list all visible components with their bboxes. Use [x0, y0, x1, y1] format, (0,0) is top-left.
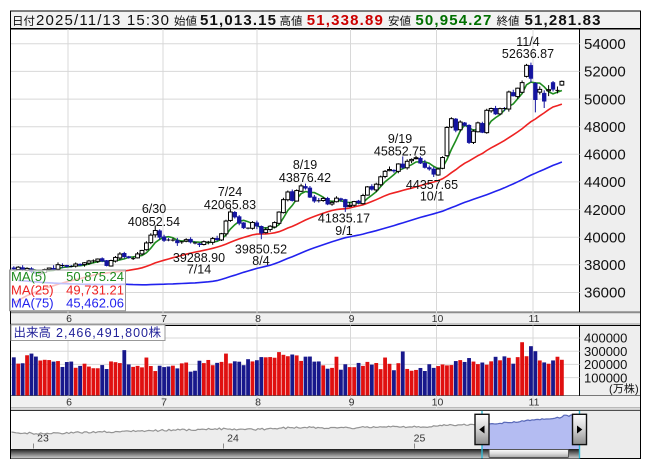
svg-text:8: 8 [255, 396, 261, 408]
svg-text:54000: 54000 [584, 36, 626, 53]
svg-text:11: 11 [529, 313, 540, 325]
svg-text:40000: 40000 [584, 229, 626, 246]
svg-text:300000: 300000 [584, 344, 627, 359]
svg-text:9/1: 9/1 [335, 224, 352, 238]
svg-text:7/14: 7/14 [187, 263, 211, 277]
svg-text:38000: 38000 [584, 257, 626, 274]
svg-text:45,462.06: 45,462.06 [66, 296, 124, 311]
svg-text:11: 11 [529, 396, 540, 408]
svg-text:9: 9 [349, 313, 355, 325]
svg-text:2025/11/13 15:30: 2025/11/13 15:30 [36, 12, 169, 29]
svg-text:6: 6 [66, 396, 72, 408]
svg-text:MA(75): MA(75) [11, 296, 54, 311]
svg-text:9: 9 [349, 396, 355, 408]
svg-text:50,875.24: 50,875.24 [66, 269, 124, 284]
svg-text:8/4: 8/4 [252, 254, 269, 268]
svg-text:2,466,491,800: 2,466,491,800 [56, 326, 148, 340]
svg-text:39850.52: 39850.52 [235, 243, 287, 257]
svg-text:52000: 52000 [584, 64, 626, 81]
svg-text:(: ( [609, 384, 613, 396]
svg-text:45852.75: 45852.75 [374, 145, 426, 159]
svg-text:23: 23 [37, 433, 49, 445]
svg-text:6: 6 [66, 313, 72, 325]
svg-text:200000: 200000 [584, 357, 627, 372]
svg-text:36000: 36000 [584, 285, 626, 302]
svg-text:40852.54: 40852.54 [128, 215, 180, 229]
svg-text:7/24: 7/24 [218, 185, 242, 199]
svg-text:52636.87: 52636.87 [502, 47, 554, 61]
svg-text:46000: 46000 [584, 147, 626, 164]
svg-text:8: 8 [255, 313, 261, 325]
svg-text:51,281.83: 51,281.83 [525, 12, 601, 29]
svg-text:100000: 100000 [584, 370, 627, 385]
svg-text:10: 10 [432, 313, 444, 325]
svg-text:7: 7 [161, 313, 167, 325]
svg-text:41835.17: 41835.17 [318, 212, 370, 226]
svg-text:7: 7 [161, 396, 167, 408]
svg-text:): ) [635, 384, 639, 396]
svg-text:43876.42: 43876.42 [279, 171, 331, 185]
svg-text:MA(25): MA(25) [11, 282, 54, 297]
svg-text:11/4: 11/4 [516, 35, 539, 49]
svg-text:400000: 400000 [584, 331, 627, 346]
svg-text:6/30: 6/30 [142, 202, 166, 216]
svg-text:48000: 48000 [584, 119, 626, 136]
svg-text:24: 24 [227, 433, 239, 445]
svg-text:42000: 42000 [584, 202, 626, 219]
svg-text:8/19: 8/19 [293, 158, 317, 172]
svg-text:MA(5): MA(5) [11, 269, 46, 284]
svg-text:50,954.27: 50,954.27 [415, 12, 491, 29]
svg-text:42065.83: 42065.83 [204, 198, 256, 212]
svg-text:51,338.89: 51,338.89 [307, 12, 383, 29]
svg-text:44357.65: 44357.65 [406, 178, 458, 192]
svg-text:39288.90: 39288.90 [173, 251, 225, 265]
svg-text:10/1: 10/1 [420, 190, 444, 204]
svg-text:51,013.15: 51,013.15 [200, 12, 276, 29]
svg-text:10: 10 [432, 396, 444, 408]
svg-text:25: 25 [414, 433, 426, 445]
svg-text:49,731.21: 49,731.21 [66, 282, 124, 297]
svg-text:9/19: 9/19 [388, 132, 412, 146]
svg-text:50000: 50000 [584, 91, 626, 108]
svg-text:44000: 44000 [584, 174, 626, 191]
